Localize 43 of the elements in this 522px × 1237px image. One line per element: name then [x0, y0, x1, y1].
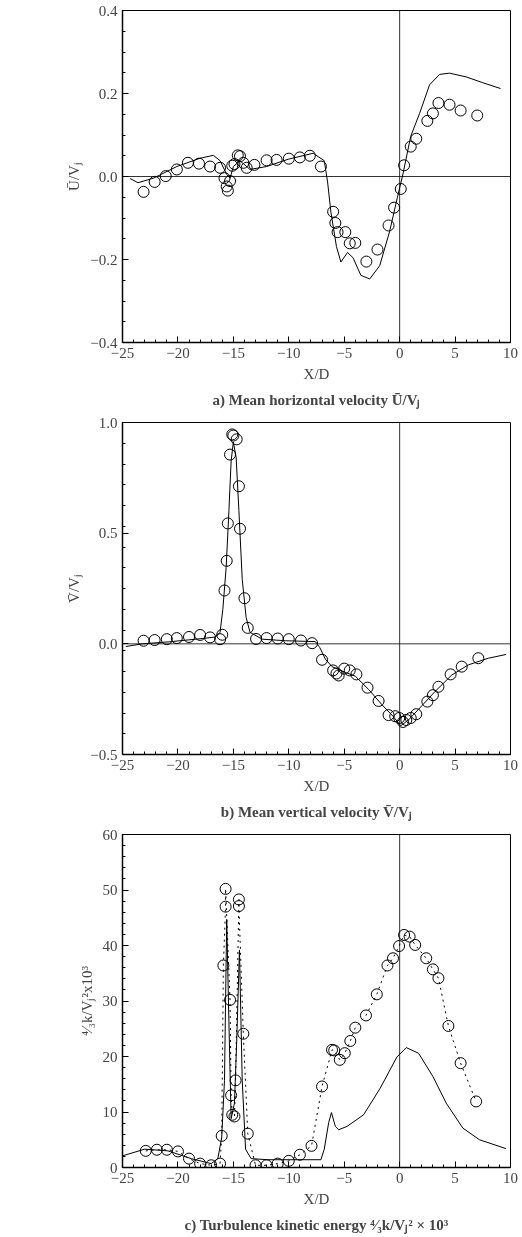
- x-tick-label: 0: [395, 1169, 404, 1186]
- text: c) Turbulence kinetic energy ⁴⁄₃k/Vⱼ² × 10³: [184, 1216, 449, 1234]
- y-tick-label: 0.2: [98, 85, 118, 102]
- y-tick-label: 1.0: [98, 414, 118, 431]
- x-tick-label: 0: [395, 756, 404, 773]
- x-tick-label: −15: [221, 344, 246, 361]
- y-tick-label: 30: [102, 993, 118, 1009]
- y-tick-label: 0.0: [98, 635, 118, 652]
- x-axis-title: X/D: [303, 365, 330, 382]
- text: a) Mean horizontal velocity Ū/Vⱼ: [212, 391, 421, 409]
- y-axis-title: ⁴⁄₃k/Vⱼ²x10³: [78, 965, 96, 1036]
- y-tick-label: 0.5: [98, 525, 118, 542]
- y-axis-title: V̄/Vⱼ: [66, 574, 84, 603]
- x-tick-label: 5: [451, 756, 459, 773]
- text: b) Mean vertical velocity V̄/Vⱼ: [220, 803, 412, 821]
- y-tick-label: 20: [102, 1048, 118, 1065]
- y-tick-label: 40: [102, 937, 118, 954]
- x-tick-label: −5: [336, 344, 353, 361]
- x-tick-label: −15: [221, 756, 246, 773]
- x-tick-label: 5: [451, 344, 459, 361]
- x-tick-label: 5: [451, 1169, 459, 1186]
- x-axis-title: X/D: [303, 1190, 330, 1207]
- x-tick-label: −20: [166, 756, 190, 773]
- x-axis-title: X/D: [303, 777, 330, 794]
- x-tick-label: 10: [503, 756, 518, 773]
- x-tick-label: −20: [166, 344, 190, 361]
- y-tick-label: 50: [102, 882, 118, 898]
- x-tick-label: −10: [277, 1169, 301, 1186]
- x-tick-label: 10: [503, 1169, 518, 1186]
- y-axis-title: Ū/Vⱼ: [66, 162, 84, 191]
- x-tick-label: −15: [221, 1169, 246, 1186]
- x-tick-label: −5: [336, 1169, 353, 1186]
- x-tick-label: 10: [503, 344, 518, 361]
- x-tick-label: −10: [277, 756, 301, 773]
- x-tick-label: −5: [336, 756, 353, 773]
- x-tick-label: −20: [166, 1169, 190, 1186]
- y-tick-label: −0.2: [90, 251, 118, 268]
- x-tick-label: −10: [277, 344, 301, 361]
- x-tick-label: 0: [395, 344, 404, 361]
- y-tick-label: 0.0: [98, 168, 118, 185]
- y-tick-label: 10: [102, 1104, 118, 1120]
- y-tick-label: 0.4: [98, 2, 118, 19]
- y-tick-label: 60: [102, 826, 118, 843]
